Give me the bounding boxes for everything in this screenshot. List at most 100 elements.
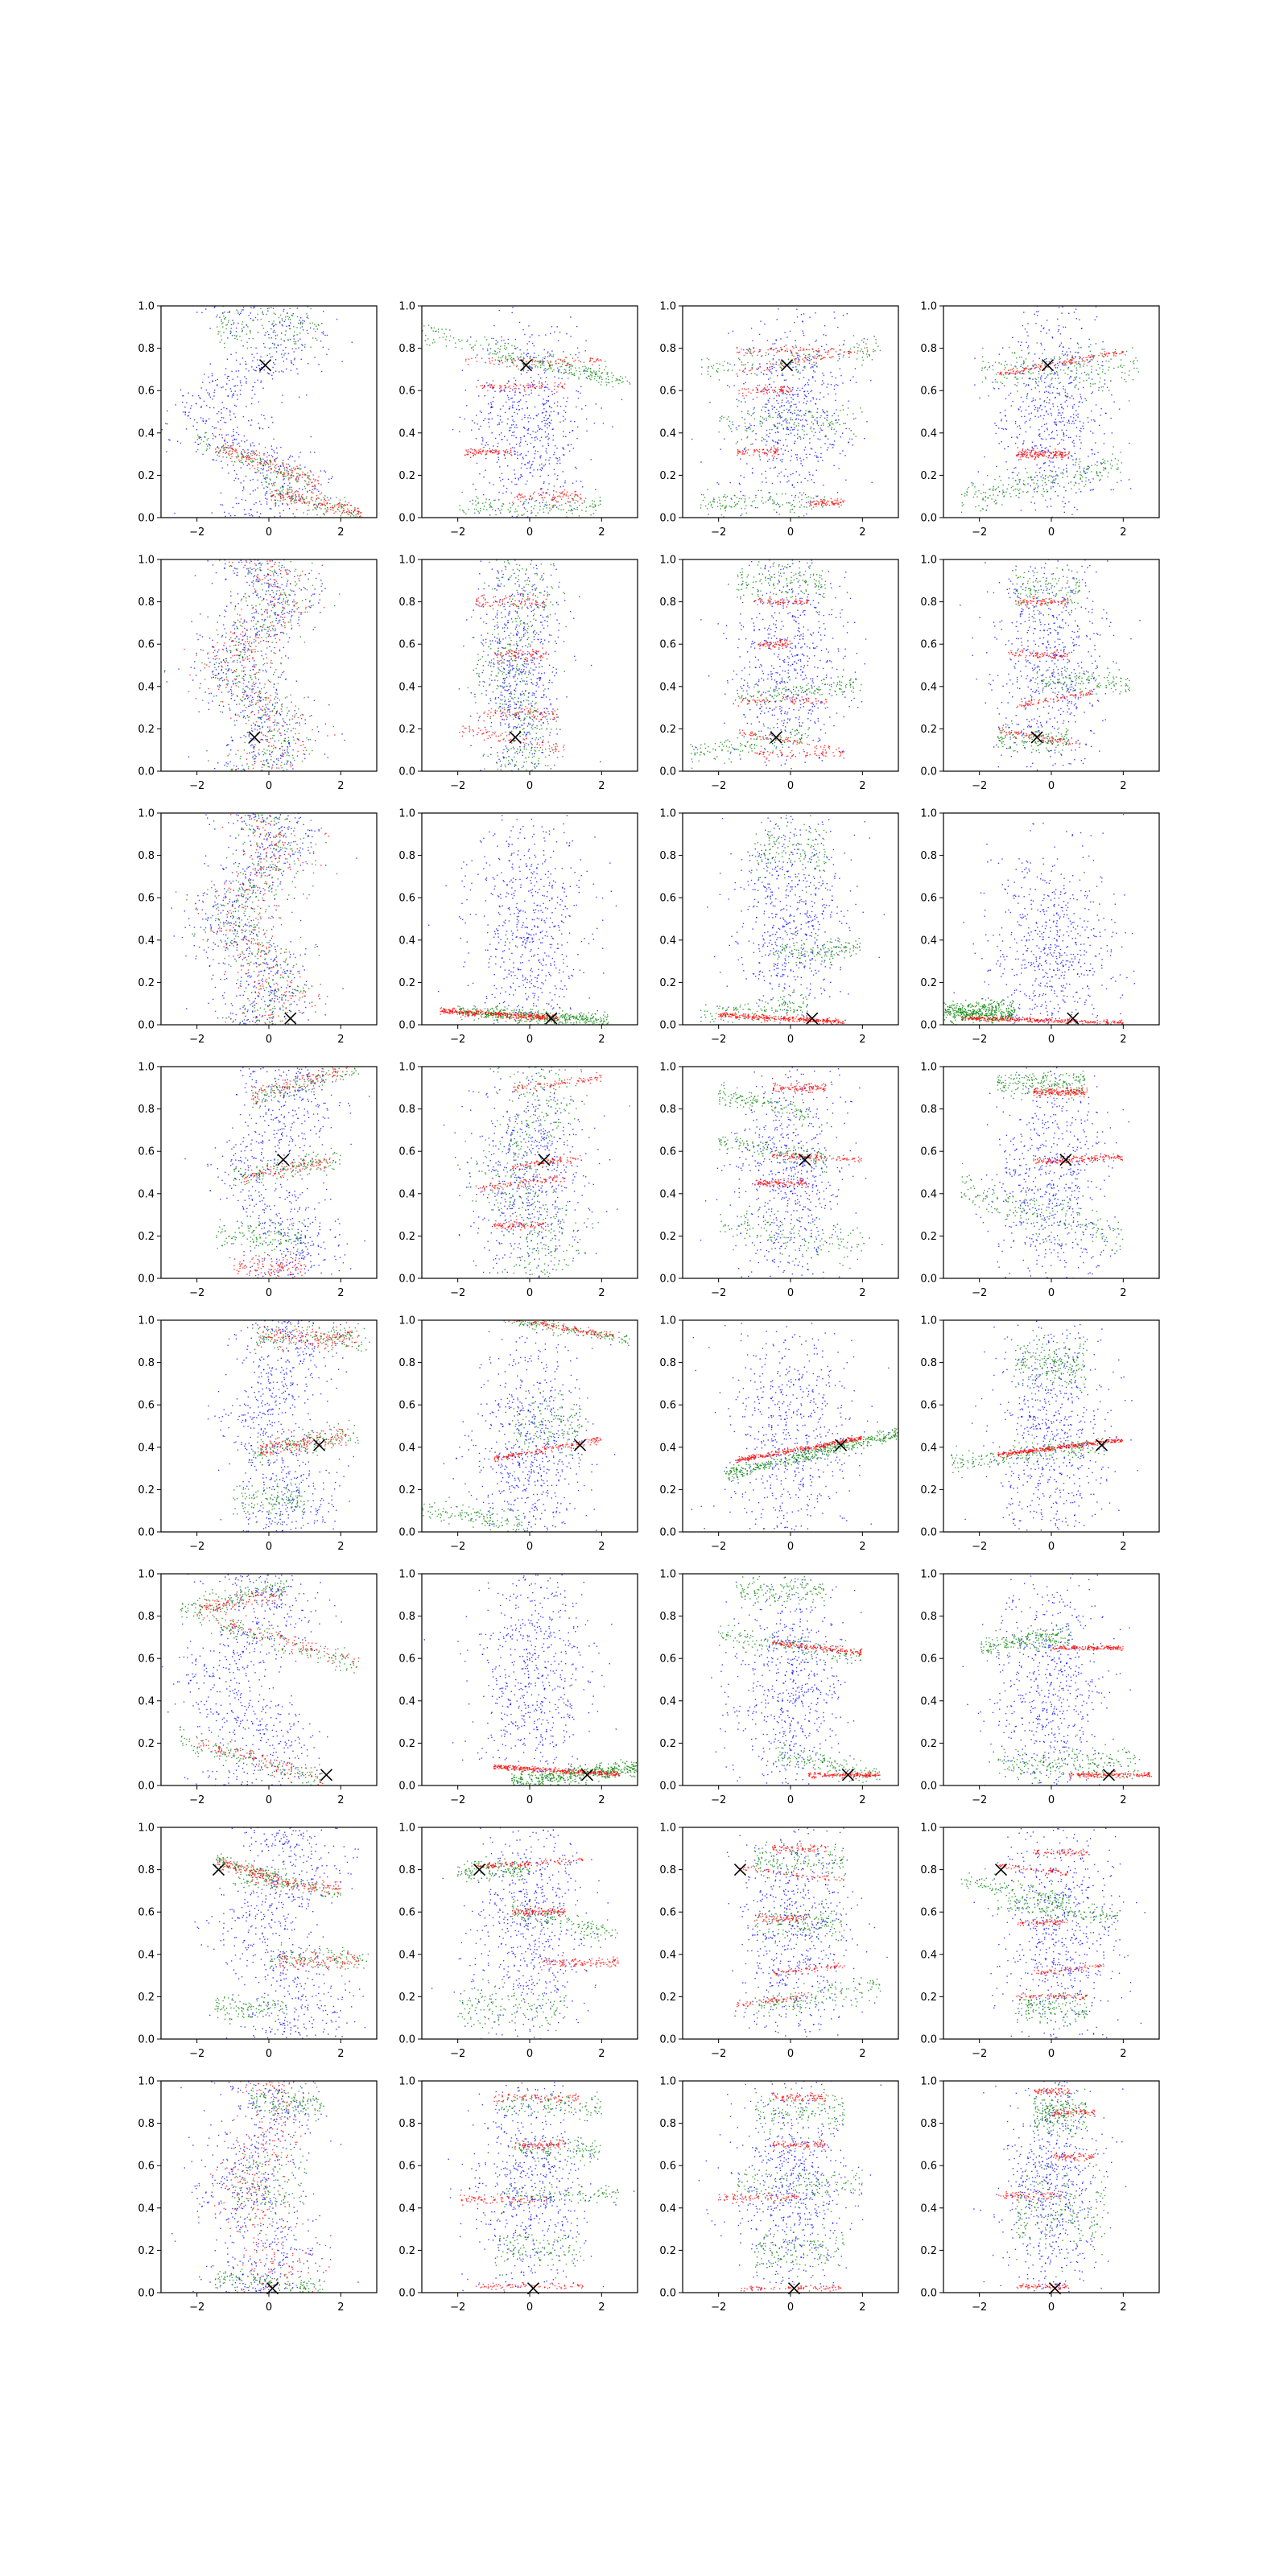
- green-point: [721, 415, 723, 417]
- red-point: [853, 351, 856, 353]
- blue-point: [1062, 350, 1063, 352]
- blue-point: [1041, 450, 1042, 452]
- green-point: [759, 420, 761, 422]
- green-point: [772, 416, 774, 419]
- blue-point: [539, 475, 541, 477]
- blue-point: [512, 447, 514, 448]
- green-point: [537, 361, 539, 362]
- blue-point: [996, 465, 997, 468]
- blue-point: [548, 365, 551, 367]
- blue-point: [485, 442, 488, 444]
- blue-point: [499, 391, 501, 393]
- green-point: [275, 500, 276, 502]
- blue-point: [797, 433, 799, 436]
- blue-point: [808, 379, 810, 381]
- blue-point: [274, 516, 275, 518]
- blue-point: [838, 419, 840, 421]
- red-point: [288, 495, 290, 497]
- green-point: [618, 382, 620, 385]
- green-point: [258, 470, 260, 472]
- green-point: [552, 356, 554, 357]
- blue-point: [515, 408, 518, 411]
- red-point: [214, 436, 216, 437]
- red-point: [464, 454, 466, 456]
- green-point: [875, 339, 877, 341]
- red-point: [790, 349, 791, 351]
- green-point: [273, 320, 275, 322]
- blue-point: [1049, 399, 1051, 401]
- green-point: [826, 419, 828, 422]
- blue-point: [252, 515, 254, 517]
- blue-point: [833, 440, 836, 442]
- green-point: [810, 428, 811, 430]
- green-point: [236, 309, 237, 311]
- blue-point: [248, 452, 250, 454]
- blue-point: [1056, 387, 1058, 390]
- blue-point: [191, 405, 192, 407]
- green-point: [778, 413, 780, 415]
- blue-point: [498, 491, 500, 493]
- blue-point: [1042, 438, 1044, 440]
- green-point: [1113, 446, 1114, 448]
- blue-point: [832, 444, 834, 445]
- blue-point: [512, 431, 514, 433]
- blue-point: [500, 480, 502, 481]
- green-point: [247, 326, 249, 328]
- red-point: [225, 452, 226, 455]
- blue-point: [1057, 318, 1059, 320]
- green-point: [584, 373, 585, 374]
- green-point: [1066, 470, 1067, 472]
- green-point: [803, 366, 804, 368]
- blue-point: [229, 388, 232, 390]
- blue-point: [243, 326, 245, 328]
- green-point: [1104, 467, 1106, 469]
- blue-point: [526, 429, 528, 431]
- blue-point: [1016, 385, 1018, 386]
- red-point: [756, 396, 758, 398]
- blue-point: [524, 333, 526, 336]
- blue-point: [1040, 377, 1042, 378]
- blue-point: [735, 427, 737, 429]
- blue-point: [259, 501, 261, 502]
- blue-point: [527, 432, 529, 435]
- red-point: [756, 449, 758, 451]
- red-point: [799, 359, 801, 361]
- red-point: [495, 451, 497, 452]
- blue-point: [817, 438, 819, 440]
- blue-point: [520, 437, 522, 439]
- green-point: [1002, 489, 1004, 491]
- blue-point: [838, 468, 840, 469]
- blue-point: [768, 412, 770, 415]
- green-point: [1046, 491, 1048, 493]
- red-point: [541, 494, 543, 496]
- blue-point: [999, 411, 1001, 414]
- red-point: [324, 498, 325, 500]
- green-point: [751, 355, 753, 357]
- green-point: [865, 353, 868, 355]
- green-point: [229, 330, 231, 332]
- blue-point: [556, 478, 558, 480]
- blue-point: [1050, 438, 1051, 440]
- blue-point: [322, 346, 324, 349]
- blue-point: [273, 329, 275, 332]
- blue-point: [845, 427, 847, 430]
- green-point: [506, 347, 508, 349]
- blue-point: [815, 362, 817, 364]
- red-point: [480, 451, 481, 452]
- blue-point: [574, 466, 576, 469]
- blue-point: [215, 379, 217, 382]
- red-point: [225, 452, 228, 453]
- blue-point: [530, 512, 532, 514]
- blue-point: [800, 463, 802, 464]
- green-point: [341, 503, 344, 506]
- green-point: [776, 493, 778, 495]
- y-tick-label: 0.8: [659, 343, 676, 355]
- blue-point: [263, 452, 265, 455]
- blue-point: [532, 384, 534, 386]
- blue-point: [792, 387, 794, 389]
- blue-point: [321, 323, 323, 324]
- blue-point: [488, 422, 489, 423]
- blue-point: [501, 439, 502, 440]
- red-point: [301, 493, 303, 496]
